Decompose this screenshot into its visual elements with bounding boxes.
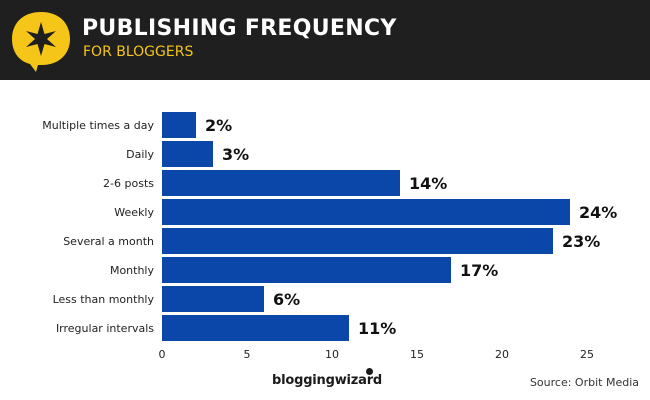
brand-logo-text: bloggingwizard — [272, 373, 383, 388]
x-tick-label: 5 — [244, 348, 251, 361]
star-speech-bubble-icon — [12, 12, 70, 72]
header-banner: PUBLISHING FREQUENCY FOR BLOGGERS — [0, 0, 650, 80]
data-label: 3% — [222, 145, 249, 164]
page-title: PUBLISHING FREQUENCY — [82, 16, 397, 41]
data-label: 11% — [358, 319, 396, 338]
data-label: 14% — [409, 174, 447, 193]
bar — [162, 286, 264, 312]
data-label: 24% — [579, 203, 617, 222]
bar — [162, 141, 213, 167]
x-tick-label: 25 — [580, 348, 594, 361]
data-label: 17% — [460, 261, 498, 280]
category-label: 2-6 posts — [103, 177, 154, 190]
data-label: 2% — [205, 116, 232, 135]
category-label: Irregular intervals — [56, 322, 154, 335]
brand-logo-dot-icon — [366, 368, 373, 375]
category-label: Multiple times a day — [42, 119, 154, 132]
category-label: Less than monthly — [53, 293, 155, 306]
x-tick-label: 15 — [410, 348, 424, 361]
bar — [162, 315, 349, 341]
category-label: Weekly — [114, 206, 154, 219]
category-label: Monthly — [110, 264, 155, 277]
bar-chart: Multiple times a day 2% Daily 3% 2-6 posts 14… — [42, 112, 617, 361]
bar — [162, 228, 553, 254]
data-label: 6% — [273, 290, 300, 309]
x-tick-label: 0 — [159, 348, 166, 361]
source-note: Source: Orbit Media — [529, 376, 639, 389]
category-label: Daily — [126, 148, 154, 161]
bar — [162, 112, 196, 138]
data-label: 23% — [562, 232, 600, 251]
bar — [162, 257, 451, 283]
page-subtitle: FOR BLOGGERS — [83, 44, 194, 60]
bar — [162, 170, 400, 196]
bar — [162, 199, 570, 225]
x-tick-label: 20 — [495, 348, 509, 361]
category-label: Several a month — [63, 235, 154, 248]
x-tick-label: 10 — [325, 348, 339, 361]
